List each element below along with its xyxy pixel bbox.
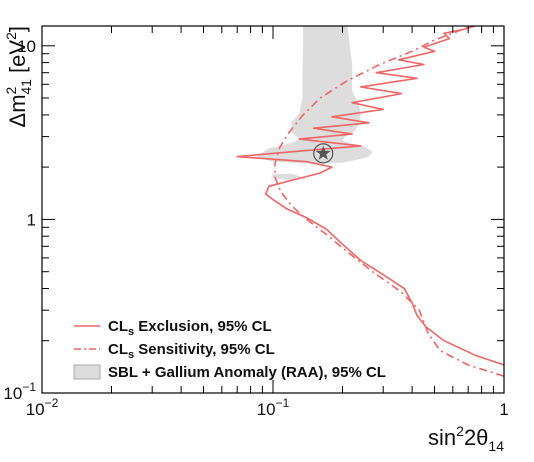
x-tick-label: 10−2	[26, 396, 59, 419]
best-fit-circle	[313, 143, 334, 164]
best-fit-star-icon	[315, 145, 331, 160]
x-tick-base: 10	[257, 400, 276, 419]
x-title-part: 2θ	[464, 425, 488, 450]
y-tick-base: 10	[17, 37, 36, 56]
x-tick-label: 10−1	[257, 396, 290, 419]
legend-label-exclusion: CLs Exclusion, 95% CL	[108, 318, 272, 338]
legend-label-part: CL	[108, 318, 128, 335]
region-polygon-0	[256, 26, 373, 164]
x-tick-base: 10	[26, 400, 45, 419]
y-title-part: ]	[5, 26, 30, 32]
legend-label-part: Sensitivity, 95% CL	[134, 341, 275, 358]
y-title-sub: 41	[18, 79, 34, 95]
legend-label-part: Exclusion, 95% CL	[134, 318, 272, 335]
x-tick-base: 1	[499, 400, 508, 419]
y-tick-label: 10−1	[3, 380, 36, 403]
tick-marks	[41, 26, 504, 394]
y-axis-title: Δm241 [eV2]	[3, 26, 34, 127]
legend-label-sensitivity: CLs Sensitivity, 95% CL	[108, 341, 275, 361]
legend-label-sub: s	[128, 349, 134, 361]
y-title-sup: 2	[3, 32, 19, 40]
y-tick-base: 1	[27, 210, 36, 229]
y-tick-label: 1	[27, 210, 36, 229]
legend-label-part: SBL + Gallium Anomaly (RAA), 95% CL	[108, 364, 386, 381]
y-tick-label: 10	[17, 37, 36, 56]
y-title-part: [eV	[5, 40, 30, 79]
x-title-part: sin	[428, 425, 456, 450]
legend-label-region: SBL + Gallium Anomaly (RAA), 95% CL	[108, 364, 386, 381]
x-title-sub: 14	[488, 438, 504, 454]
legend-label-part: CL	[108, 341, 128, 358]
x-tick-exp: −1	[276, 396, 290, 410]
x-title-sup: 2	[456, 423, 464, 439]
x-axis-title: sin22θ14	[428, 423, 504, 454]
legend-swatch-region	[73, 364, 101, 380]
y-title-part: Δm	[5, 94, 30, 127]
y-tick-base: 10	[3, 384, 22, 403]
x-tick-exp: −2	[45, 396, 59, 410]
contour-layer	[236, 26, 504, 377]
y-title-sup: 2	[3, 86, 19, 94]
y-tick-exp: −1	[22, 380, 36, 394]
sensitivity-line	[274, 26, 504, 377]
legend-label-sub: s	[128, 326, 134, 338]
exclusion-line	[236, 26, 504, 366]
x-tick-label: 1	[499, 400, 508, 419]
best-fit-layer	[313, 143, 334, 164]
